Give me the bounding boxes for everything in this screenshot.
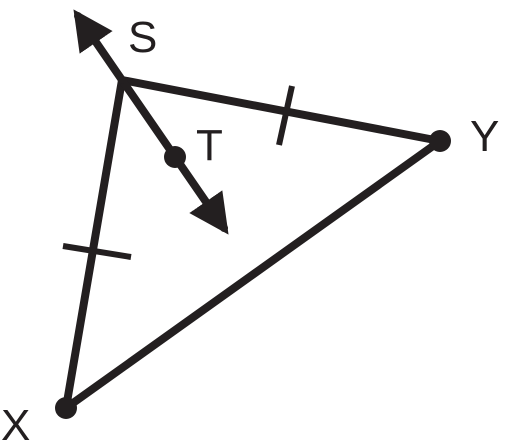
segment-sy xyxy=(118,76,444,145)
segment-sx xyxy=(62,76,126,412)
congruence-tick-sy xyxy=(276,85,295,146)
point-x-marker xyxy=(55,397,77,419)
label-s: S xyxy=(128,13,157,62)
point-y-marker xyxy=(429,130,451,152)
label-t: T xyxy=(196,121,223,170)
ray-s-upper xyxy=(73,9,126,84)
label-y: Y xyxy=(470,112,499,161)
congruence-tick-sx xyxy=(62,243,132,260)
segment-xy xyxy=(62,137,444,412)
point-t-marker xyxy=(164,146,186,168)
label-x: X xyxy=(1,401,30,446)
